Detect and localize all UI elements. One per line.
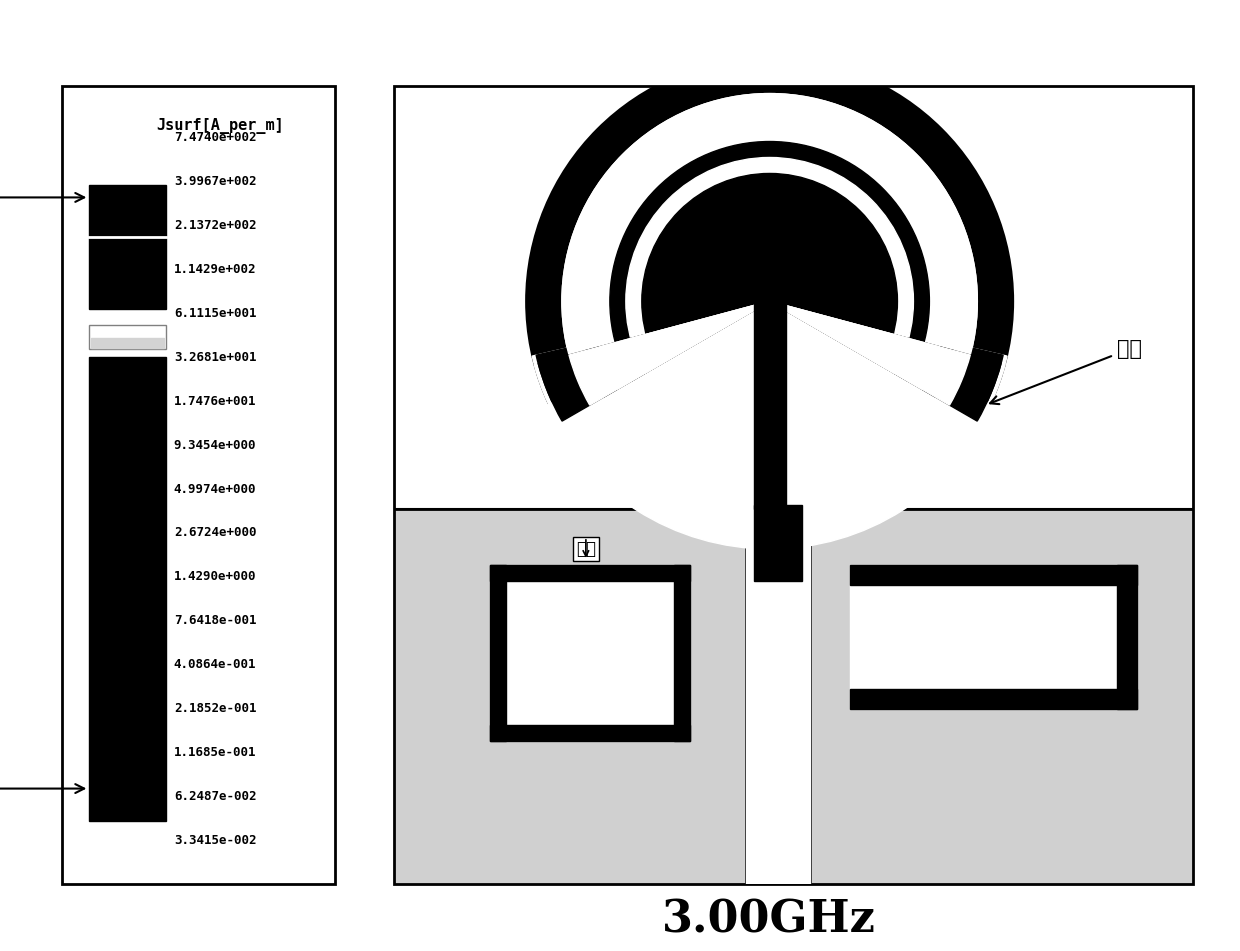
Wedge shape <box>538 301 770 421</box>
Text: 9.3454e+000: 9.3454e+000 <box>174 438 257 452</box>
Wedge shape <box>569 301 770 405</box>
Wedge shape <box>584 301 770 398</box>
Circle shape <box>610 142 930 461</box>
Wedge shape <box>770 301 1001 421</box>
Wedge shape <box>610 301 929 477</box>
Wedge shape <box>641 301 898 449</box>
Text: 蓝色: 蓝色 <box>0 779 84 799</box>
Circle shape <box>562 93 977 509</box>
Wedge shape <box>770 301 909 373</box>
Circle shape <box>587 118 954 485</box>
Text: 6.2487e-002: 6.2487e-002 <box>174 790 257 803</box>
Bar <box>490 725 689 741</box>
Bar <box>754 293 786 509</box>
Wedge shape <box>770 301 940 389</box>
Bar <box>810 509 1193 884</box>
Text: 7.4740e+002: 7.4740e+002 <box>174 131 257 144</box>
Wedge shape <box>562 301 978 517</box>
Text: 1.4290e+000: 1.4290e+000 <box>174 571 257 583</box>
Bar <box>849 565 1137 585</box>
Circle shape <box>529 62 1009 541</box>
Wedge shape <box>596 301 944 493</box>
Text: 蓝色: 蓝色 <box>575 540 596 558</box>
Wedge shape <box>532 301 1007 545</box>
Circle shape <box>610 142 930 461</box>
Wedge shape <box>770 301 970 405</box>
Bar <box>490 565 689 741</box>
Wedge shape <box>770 301 1003 438</box>
Wedge shape <box>640 301 900 445</box>
Bar <box>754 505 801 581</box>
Wedge shape <box>631 301 770 373</box>
Wedge shape <box>625 301 914 461</box>
Wedge shape <box>770 301 975 422</box>
Wedge shape <box>615 301 770 381</box>
Bar <box>89 325 166 349</box>
Text: 红色: 红色 <box>0 187 84 207</box>
Bar <box>91 338 164 348</box>
Text: 3.2681e+001: 3.2681e+001 <box>174 351 257 363</box>
Circle shape <box>626 158 914 445</box>
Bar <box>89 185 166 309</box>
Bar <box>810 509 1193 884</box>
Bar <box>849 689 1137 708</box>
Bar <box>89 358 166 821</box>
Wedge shape <box>536 301 770 438</box>
Circle shape <box>558 89 981 513</box>
Circle shape <box>562 93 977 509</box>
Text: 2.1372e+002: 2.1372e+002 <box>174 219 257 232</box>
Wedge shape <box>565 301 770 422</box>
Text: 3.3415e-002: 3.3415e-002 <box>174 834 257 847</box>
Wedge shape <box>582 301 957 509</box>
Wedge shape <box>770 301 955 398</box>
Bar <box>849 565 1137 708</box>
Text: 3.9967e+002: 3.9967e+002 <box>174 175 257 188</box>
Wedge shape <box>588 301 951 489</box>
Text: 4.9974e+000: 4.9974e+000 <box>174 482 257 495</box>
Bar <box>394 509 745 884</box>
Text: Jsurf[A_per_m]: Jsurf[A_per_m] <box>156 118 284 133</box>
Wedge shape <box>534 301 1004 545</box>
Circle shape <box>750 49 790 89</box>
Bar <box>490 565 506 741</box>
Bar <box>1117 565 1137 708</box>
Circle shape <box>594 126 945 477</box>
Circle shape <box>529 62 1009 541</box>
Bar <box>394 509 745 884</box>
Text: 6.1115e+001: 6.1115e+001 <box>174 307 257 320</box>
Wedge shape <box>600 301 770 389</box>
Bar <box>745 509 810 884</box>
Text: 1.1685e-001: 1.1685e-001 <box>174 747 257 759</box>
Circle shape <box>642 173 898 429</box>
Text: 1.1429e+002: 1.1429e+002 <box>174 262 257 276</box>
Circle shape <box>754 58 786 89</box>
Text: 3.00GHz: 3.00GHz <box>662 899 875 941</box>
Circle shape <box>578 109 961 493</box>
Bar <box>490 565 689 581</box>
Bar <box>394 509 1193 884</box>
Text: 红色: 红色 <box>990 340 1142 404</box>
Text: 4.0864e-001: 4.0864e-001 <box>174 658 257 671</box>
Text: 1.7476e+001: 1.7476e+001 <box>174 395 257 408</box>
Bar <box>754 301 786 509</box>
Text: 7.6418e-001: 7.6418e-001 <box>174 614 257 628</box>
Circle shape <box>630 162 909 441</box>
Wedge shape <box>770 301 924 381</box>
Bar <box>673 565 689 741</box>
Text: 2.1852e-001: 2.1852e-001 <box>174 702 257 715</box>
Text: 2.6724e+000: 2.6724e+000 <box>174 527 257 539</box>
Wedge shape <box>546 301 994 549</box>
